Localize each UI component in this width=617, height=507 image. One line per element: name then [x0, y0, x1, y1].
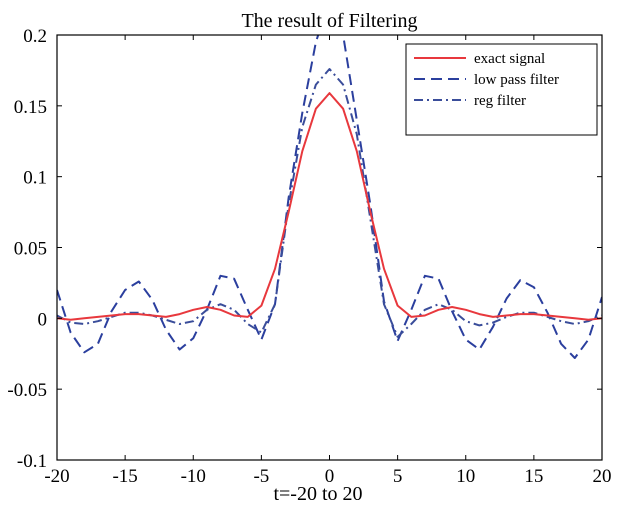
y-tick-label: 0 — [38, 309, 48, 330]
y-tick-label: -0.1 — [17, 451, 47, 472]
legend-label: low pass filter — [474, 72, 559, 88]
series-line-low-pass-filter — [57, 35, 602, 359]
x-tick-label: 15 — [524, 466, 543, 487]
x-tick-label: -20 — [44, 466, 69, 487]
y-tick-label: 0.05 — [14, 239, 47, 260]
y-tick-label: -0.05 — [7, 380, 47, 401]
y-tick-label: 0.2 — [23, 26, 47, 47]
x-tick-label: 20 — [593, 466, 612, 487]
x-axis-label: t=-20 to 20 — [273, 483, 362, 505]
x-tick-label: -5 — [253, 466, 269, 487]
legend-box — [405, 43, 598, 136]
y-tick-label: 0.1 — [23, 168, 47, 189]
y-tick-label: 0.15 — [14, 97, 47, 118]
series-layer — [57, 35, 602, 359]
x-tick-label: 10 — [456, 466, 475, 487]
x-tick-label: -10 — [181, 466, 206, 487]
x-tick-label: 0 — [325, 466, 335, 487]
chart-title: The result of Filtering — [241, 10, 417, 32]
x-tick-label: -15 — [112, 466, 137, 487]
legend: exact signal low pass filter reg filter — [405, 43, 598, 136]
legend-label: exact signal — [474, 51, 545, 67]
y-axis-ticks: -0.1 -0.05 0 0.05 0.1 0.15 0.2 — [7, 26, 602, 472]
series-line-exact-signal — [57, 92, 602, 321]
legend-label: reg filter — [474, 93, 526, 109]
x-tick-label: 5 — [393, 466, 403, 487]
x-axis-ticks: -20 -15 -10 -5 0 5 10 15 20 — [44, 35, 612, 487]
legend-items: exact signal low pass filter reg filter — [414, 51, 559, 109]
